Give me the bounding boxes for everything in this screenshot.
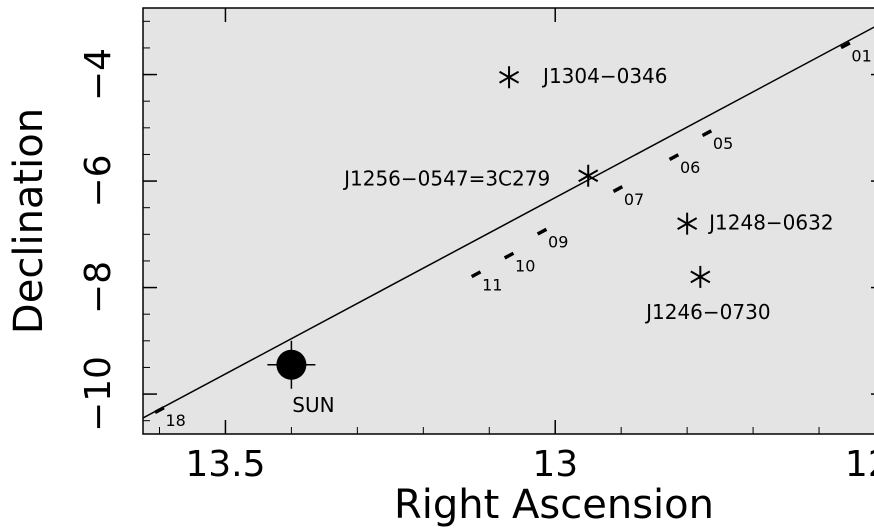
x-tick-label-2: 12.5 (845, 444, 874, 485)
source-marker-stroke (690, 270, 711, 284)
date-tick-06 (668, 153, 680, 162)
y-axis-title: Declination (6, 108, 52, 334)
date-tick-01 (840, 41, 851, 50)
x-tick-label-0: 13.5 (185, 444, 265, 485)
source-label-3: J1246−0730 (644, 300, 770, 324)
date-label-10: 10 (515, 257, 535, 276)
source-label-2: J1248−0632 (707, 211, 833, 235)
chart-marks: 01 05 06 07 09 10 11 18 J1304−0346 J1256−0547=3C2… (143, 26, 874, 430)
date-tick-05 (701, 129, 713, 138)
source-marker-2 (677, 212, 698, 235)
date-label-18: 18 (165, 411, 185, 430)
y-tick-label-1: −8 (78, 261, 119, 314)
source-marker-stroke (578, 169, 599, 183)
date-label-09: 09 (548, 233, 568, 252)
y-tick-label-2: −6 (78, 155, 119, 208)
source-label-0: J1304−0346 (541, 64, 667, 88)
sun-marker (276, 349, 307, 380)
date-label-01: 01 (851, 46, 871, 65)
date-label-05: 05 (713, 134, 733, 153)
source-marker-0 (499, 66, 520, 89)
sun-path-line (143, 26, 874, 419)
y-tick-label-3: −4 (78, 48, 119, 101)
date-tick-11 (470, 270, 482, 279)
sun-label: SUN (292, 393, 334, 417)
x-axis-title: Right Ascension (394, 482, 714, 528)
date-label-06: 06 (680, 158, 700, 177)
date-label-07: 07 (624, 190, 644, 209)
y-tick-label-0: −10 (78, 356, 119, 432)
date-tick-09 (536, 227, 548, 236)
source-marker-1 (578, 164, 599, 187)
x-tick-label-1: 13 (532, 444, 578, 485)
tick-marks: 13.5 13 12.5 −10 −8 −6 −4 (78, 8, 874, 485)
source-marker-stroke (677, 217, 698, 231)
date-tick-18 (154, 406, 165, 414)
source-marker-3 (690, 265, 711, 288)
source-marker-stroke (499, 70, 520, 84)
date-tick-07 (612, 185, 624, 193)
source-label-1: J1256−0547=3C279 (342, 167, 550, 191)
plot-frame (142, 7, 874, 435)
date-label-11: 11 (482, 275, 502, 294)
date-tick-10 (503, 251, 515, 260)
